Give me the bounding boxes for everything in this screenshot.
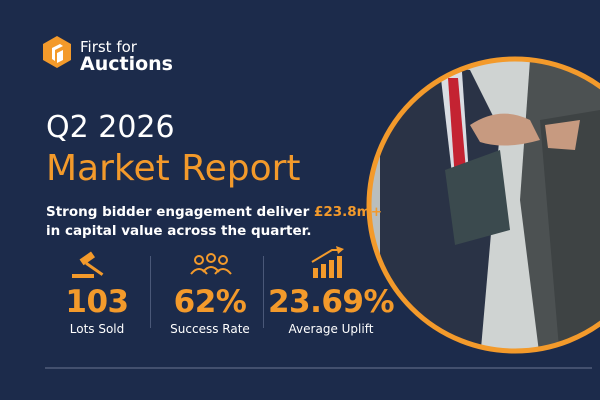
stat-label: Success Rate [170,322,250,336]
stat-value: 23.69% [267,284,395,320]
stat-label: Lots Sold [69,322,125,336]
stat: 62% Success Rate [154,278,266,336]
chart-icon [311,246,344,278]
divider [263,256,264,328]
tagline-line1: Strong bidder engagement deliver £23.8m+ [46,204,382,220]
people-icon [190,253,232,275]
gavel-icon [72,251,104,278]
stat-label: Average Uplift [288,322,374,336]
stat-value: 62% [173,284,247,320]
stat-value: 103 [65,284,129,320]
logo-line1: First for [80,38,137,56]
tagline-text: Strong bidder engagement deliver [46,204,310,220]
stat: 23.69% Average Uplift [266,278,396,336]
tagline-line2: in capital value across the quarter. [46,223,312,239]
logo-icon [43,36,71,68]
stat: 103 Lots Sold [41,278,153,336]
report-title: Market Report [46,148,301,189]
period: Q2 2026 [46,110,175,145]
photo [369,59,600,351]
logo-line2: Auctions [80,53,173,75]
divider [150,256,151,328]
tagline-highlight: £23.8m+ [313,204,383,220]
